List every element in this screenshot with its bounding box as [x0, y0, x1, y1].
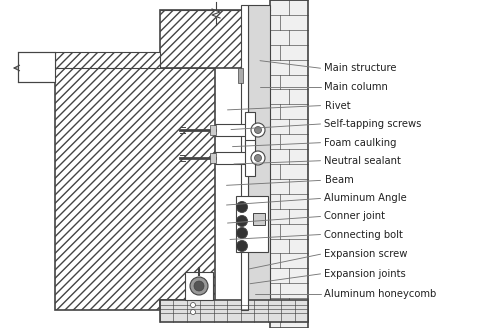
Text: Aluminum honeycomb: Aluminum honeycomb: [324, 289, 437, 298]
Text: Connecting bolt: Connecting bolt: [324, 230, 404, 239]
Text: Main column: Main column: [324, 82, 388, 92]
Bar: [210, 125, 216, 135]
Circle shape: [236, 215, 248, 227]
Circle shape: [190, 302, 196, 308]
Bar: [55, 52, 160, 68]
Text: Expansion screw: Expansion screw: [324, 249, 408, 259]
Bar: [236, 196, 268, 252]
Circle shape: [236, 240, 248, 252]
Circle shape: [251, 151, 265, 165]
Bar: [245, 140, 255, 176]
Text: Rivet: Rivet: [324, 101, 350, 111]
Text: Expansion joints: Expansion joints: [324, 269, 406, 279]
Circle shape: [251, 123, 265, 137]
Bar: [210, 153, 216, 163]
Text: Neutral sealant: Neutral sealant: [324, 156, 402, 166]
Bar: [245, 112, 255, 148]
Text: Main structure: Main structure: [324, 63, 397, 73]
Bar: [241, 5, 248, 310]
Circle shape: [190, 310, 196, 315]
Text: Foam caulking: Foam caulking: [324, 138, 397, 148]
Bar: [160, 10, 270, 68]
Bar: [253, 213, 265, 225]
Circle shape: [254, 154, 262, 161]
Polygon shape: [55, 68, 215, 310]
Bar: [185, 272, 213, 300]
Bar: [248, 5, 270, 310]
Text: Conner joint: Conner joint: [324, 212, 386, 221]
Bar: [215, 152, 250, 164]
Bar: [160, 300, 308, 322]
Text: Self-tapping screws: Self-tapping screws: [324, 119, 422, 129]
Bar: [270, 0, 308, 328]
Circle shape: [194, 281, 204, 291]
Bar: [215, 124, 250, 136]
Bar: [18, 52, 55, 82]
Circle shape: [236, 201, 248, 213]
Circle shape: [254, 127, 262, 133]
Text: Beam: Beam: [324, 175, 353, 185]
Circle shape: [190, 277, 208, 295]
Bar: [238, 68, 243, 83]
Text: Aluminum Angle: Aluminum Angle: [324, 194, 407, 203]
Circle shape: [236, 228, 248, 238]
